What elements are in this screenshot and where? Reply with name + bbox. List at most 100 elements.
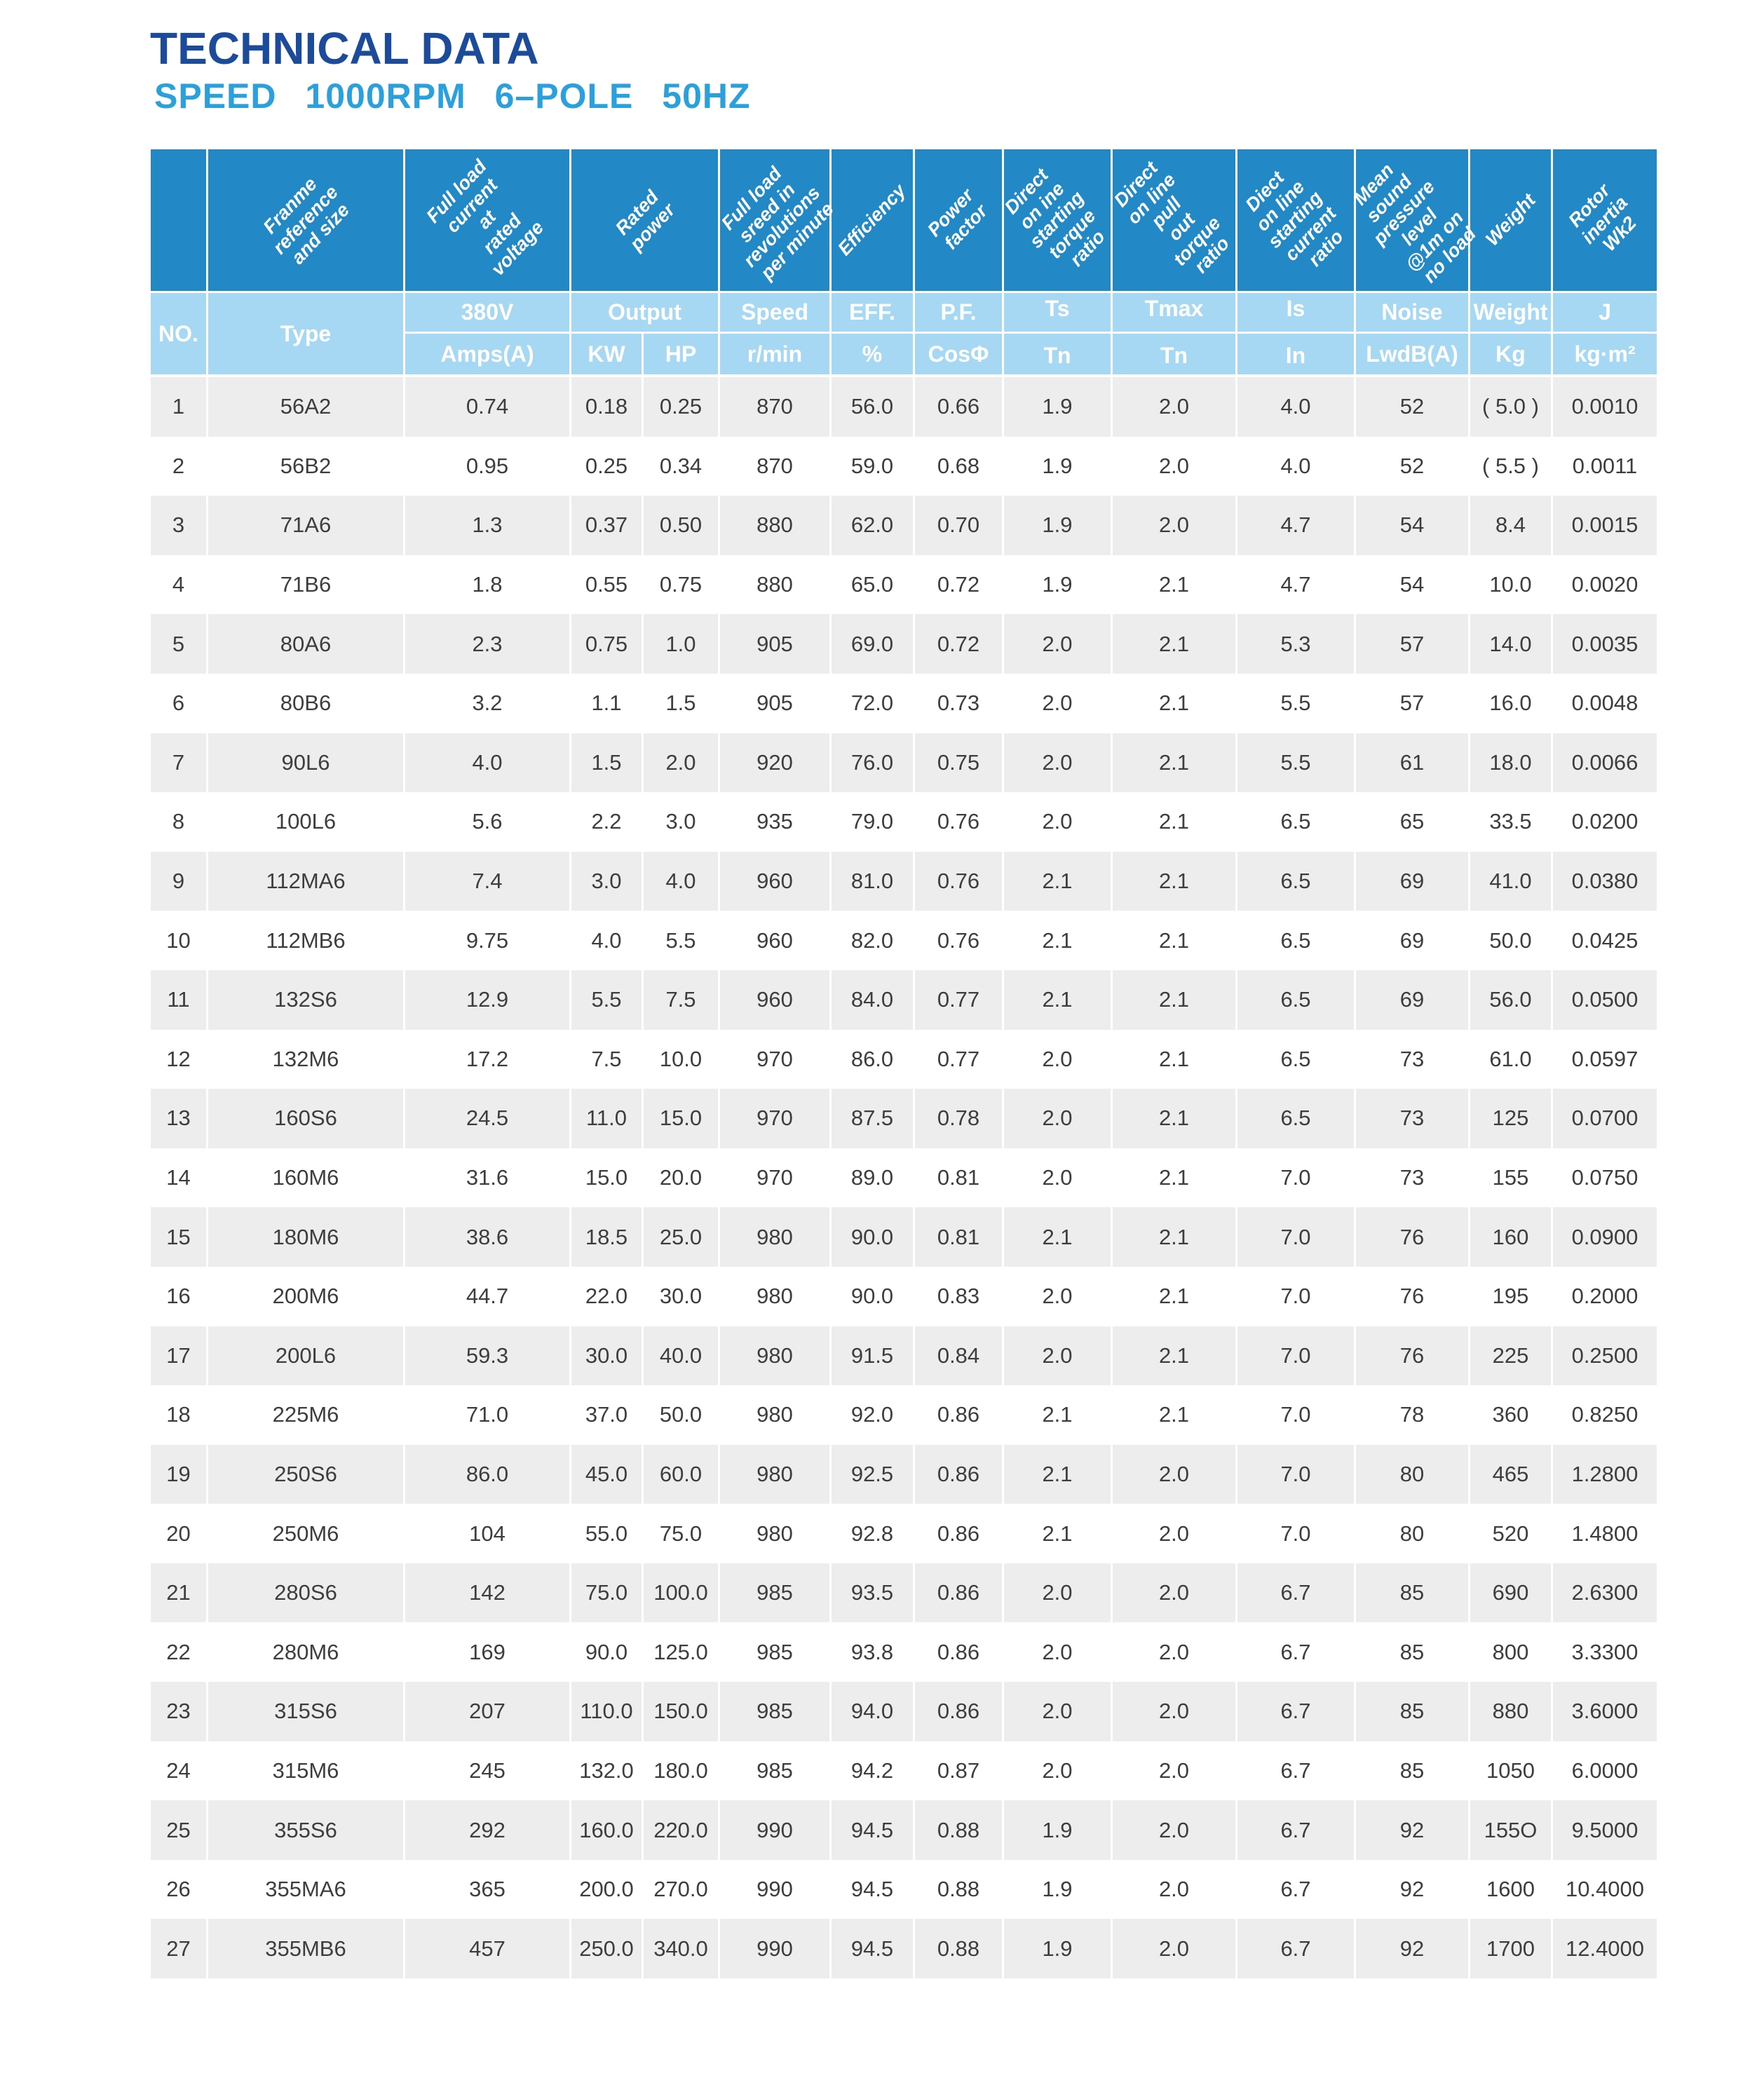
table-cell: 0.78	[915, 1089, 1004, 1148]
table-cell: 2.0	[1113, 1444, 1237, 1504]
table-cell: 2.0	[1004, 733, 1113, 793]
table-cell: 0.0015	[1571, 512, 1639, 538]
table-cell: 0.0011	[1572, 453, 1638, 478]
table-row: 8 100L6 5.6 2.2 3.0 935 79.0 0.76 2.0 2.1 6.5 65 33.…	[151, 792, 1657, 852]
table-cell: 0.75	[644, 555, 720, 615]
table-cell: 7.0	[1237, 1207, 1356, 1267]
table-cell: 76	[1356, 1207, 1470, 1267]
table-cell: 2.1	[1004, 970, 1113, 1030]
table-cell: 155O	[1470, 1800, 1553, 1860]
table-cell: 905	[720, 614, 832, 674]
table-cell: 6.5	[1237, 792, 1356, 852]
table-cell: 0.0380	[1571, 869, 1639, 894]
table-cell: ( 5.0 )	[1470, 377, 1553, 437]
table-row: 6 80B6 3.2 1.1 1.5 905 72.0 0.73 2.0 2.1 5.5 57 16.0…	[151, 673, 1657, 733]
table-cell: 41.0	[1470, 851, 1553, 911]
table-cell: 16.0	[1470, 673, 1553, 733]
table-cell: 1.4800	[1571, 1521, 1639, 1546]
table-cell: 73	[1356, 1148, 1470, 1208]
table-cell: 3.6000	[1571, 1699, 1639, 1724]
table-cell: 56A2	[208, 377, 405, 437]
table-cell: 1.0	[644, 614, 720, 674]
table-cell: 270.0	[644, 1859, 720, 1919]
table-cell: 1600	[1470, 1859, 1553, 1919]
table-cell: 2.0	[1004, 1266, 1113, 1326]
table-cell: 250S6	[208, 1444, 405, 1504]
table-cell: 59.3	[405, 1326, 571, 1386]
table-cell: 86.0	[832, 1029, 915, 1089]
table-cell: 8	[151, 792, 208, 852]
table-cell: 2.1	[1113, 1326, 1237, 1386]
table-cell: 104	[405, 1504, 571, 1563]
table-cell: 90.0	[832, 1207, 915, 1267]
table-cell: 2.1	[1113, 1029, 1237, 1089]
table-cell: 0.34	[644, 436, 720, 496]
table-cell: 160S6	[208, 1089, 405, 1148]
table-row: 12 132M6 17.2 7.5 10.0 970 86.0 0.77 2.0 2.1 6.5 73…	[151, 1029, 1657, 1089]
table-cell: 9.75	[405, 911, 571, 970]
table-cell: 13	[151, 1089, 208, 1148]
table-row: 2 56B2 0.95 0.25 0.34 870 59.0 0.68 1.9 2.0 4.0 52(…	[151, 436, 1657, 496]
table-cell: 207	[405, 1682, 571, 1741]
table-row: 13 160S6 24.5 11.0 15.0 970 87.5 0.78 2.0 2.1 6.5 7…	[151, 1089, 1657, 1148]
table-cell: 2.0	[1004, 1148, 1113, 1208]
table-cell: 69.0	[832, 614, 915, 674]
diag-header-label: Mean sound pressure level @1m on no load	[1349, 159, 1481, 287]
table-cell: 94.5	[832, 1859, 915, 1919]
table-cell: 17	[151, 1326, 208, 1386]
table-cell: 985	[720, 1622, 832, 1683]
header-type: Type	[208, 293, 405, 374]
table-cell: 80A6	[208, 614, 405, 674]
table-cell: 18.0	[1470, 733, 1553, 793]
table-cell: 960	[720, 970, 832, 1030]
table-cell: 6.7	[1237, 1800, 1356, 1860]
table-cell: 0.2000	[1571, 1284, 1639, 1309]
table-cell: 21	[151, 1563, 208, 1623]
table-cell: 0.86	[915, 1385, 1004, 1445]
table-cell: 2.1	[1004, 911, 1113, 970]
table-cell: 0.0010	[1571, 394, 1639, 419]
table-cell: 7.0	[1237, 1385, 1356, 1445]
table-cell: 25	[151, 1800, 208, 1860]
table-cell: 5.3	[1237, 614, 1356, 674]
table-cell: 0.81	[915, 1207, 1004, 1267]
header-j: J	[1553, 293, 1657, 334]
table-cell: 980	[720, 1266, 832, 1326]
table-cell: 94.5	[832, 1800, 915, 1860]
table-cell: 92	[1356, 1859, 1470, 1919]
table-cell: 292	[405, 1800, 571, 1860]
table-cell: 15.0	[571, 1148, 644, 1208]
table-cell: 355MA6	[208, 1859, 405, 1919]
table-cell: 0.18	[571, 377, 644, 437]
table-cell: 5.6	[405, 792, 571, 852]
table-row: 17 200L6 59.3 30.0 40.0 980 91.5 0.84 2.0 2.1 7.0 7…	[151, 1326, 1657, 1386]
diag-header-power-factor: Power factor	[915, 149, 1004, 291]
header-speed: Speed	[720, 293, 832, 334]
diag-header-frame-reference: Franme reference and size	[208, 149, 405, 291]
diag-header-weight: Weight	[1470, 149, 1553, 291]
table-cell: 360	[1470, 1385, 1553, 1445]
table-cell: 85	[1356, 1563, 1470, 1623]
table-cell: 142	[405, 1563, 571, 1623]
table-cell: 65.0	[832, 555, 915, 615]
table-cell: 86.0	[405, 1444, 571, 1504]
table-cell: 94.2	[832, 1741, 915, 1801]
table-cell: 0.72	[915, 555, 1004, 615]
table-cell: 990	[720, 1859, 832, 1919]
table-cell: 1700	[1470, 1919, 1553, 1979]
table-cell: 2.0	[1113, 1800, 1237, 1860]
table-cell: 880	[1470, 1682, 1553, 1741]
diag-header-rotor-inertia: Rotor inertia Wk2	[1553, 149, 1657, 291]
table-cell: 7.0	[1237, 1266, 1356, 1326]
diag-header-label: Rotor inertia Wk2	[1564, 179, 1641, 256]
table-cell: 980	[720, 1504, 832, 1563]
table-cell: 76	[1356, 1326, 1470, 1386]
unit-tn1: Tn	[1004, 334, 1113, 374]
table-cell: 520	[1470, 1504, 1553, 1563]
table-cell: 10.4000	[1565, 1877, 1645, 1902]
table-cell: 0.0200	[1571, 809, 1639, 834]
table-cell: 7.0	[1237, 1148, 1356, 1208]
table-cell: 15	[151, 1207, 208, 1267]
unit-kw: KW	[571, 334, 644, 374]
